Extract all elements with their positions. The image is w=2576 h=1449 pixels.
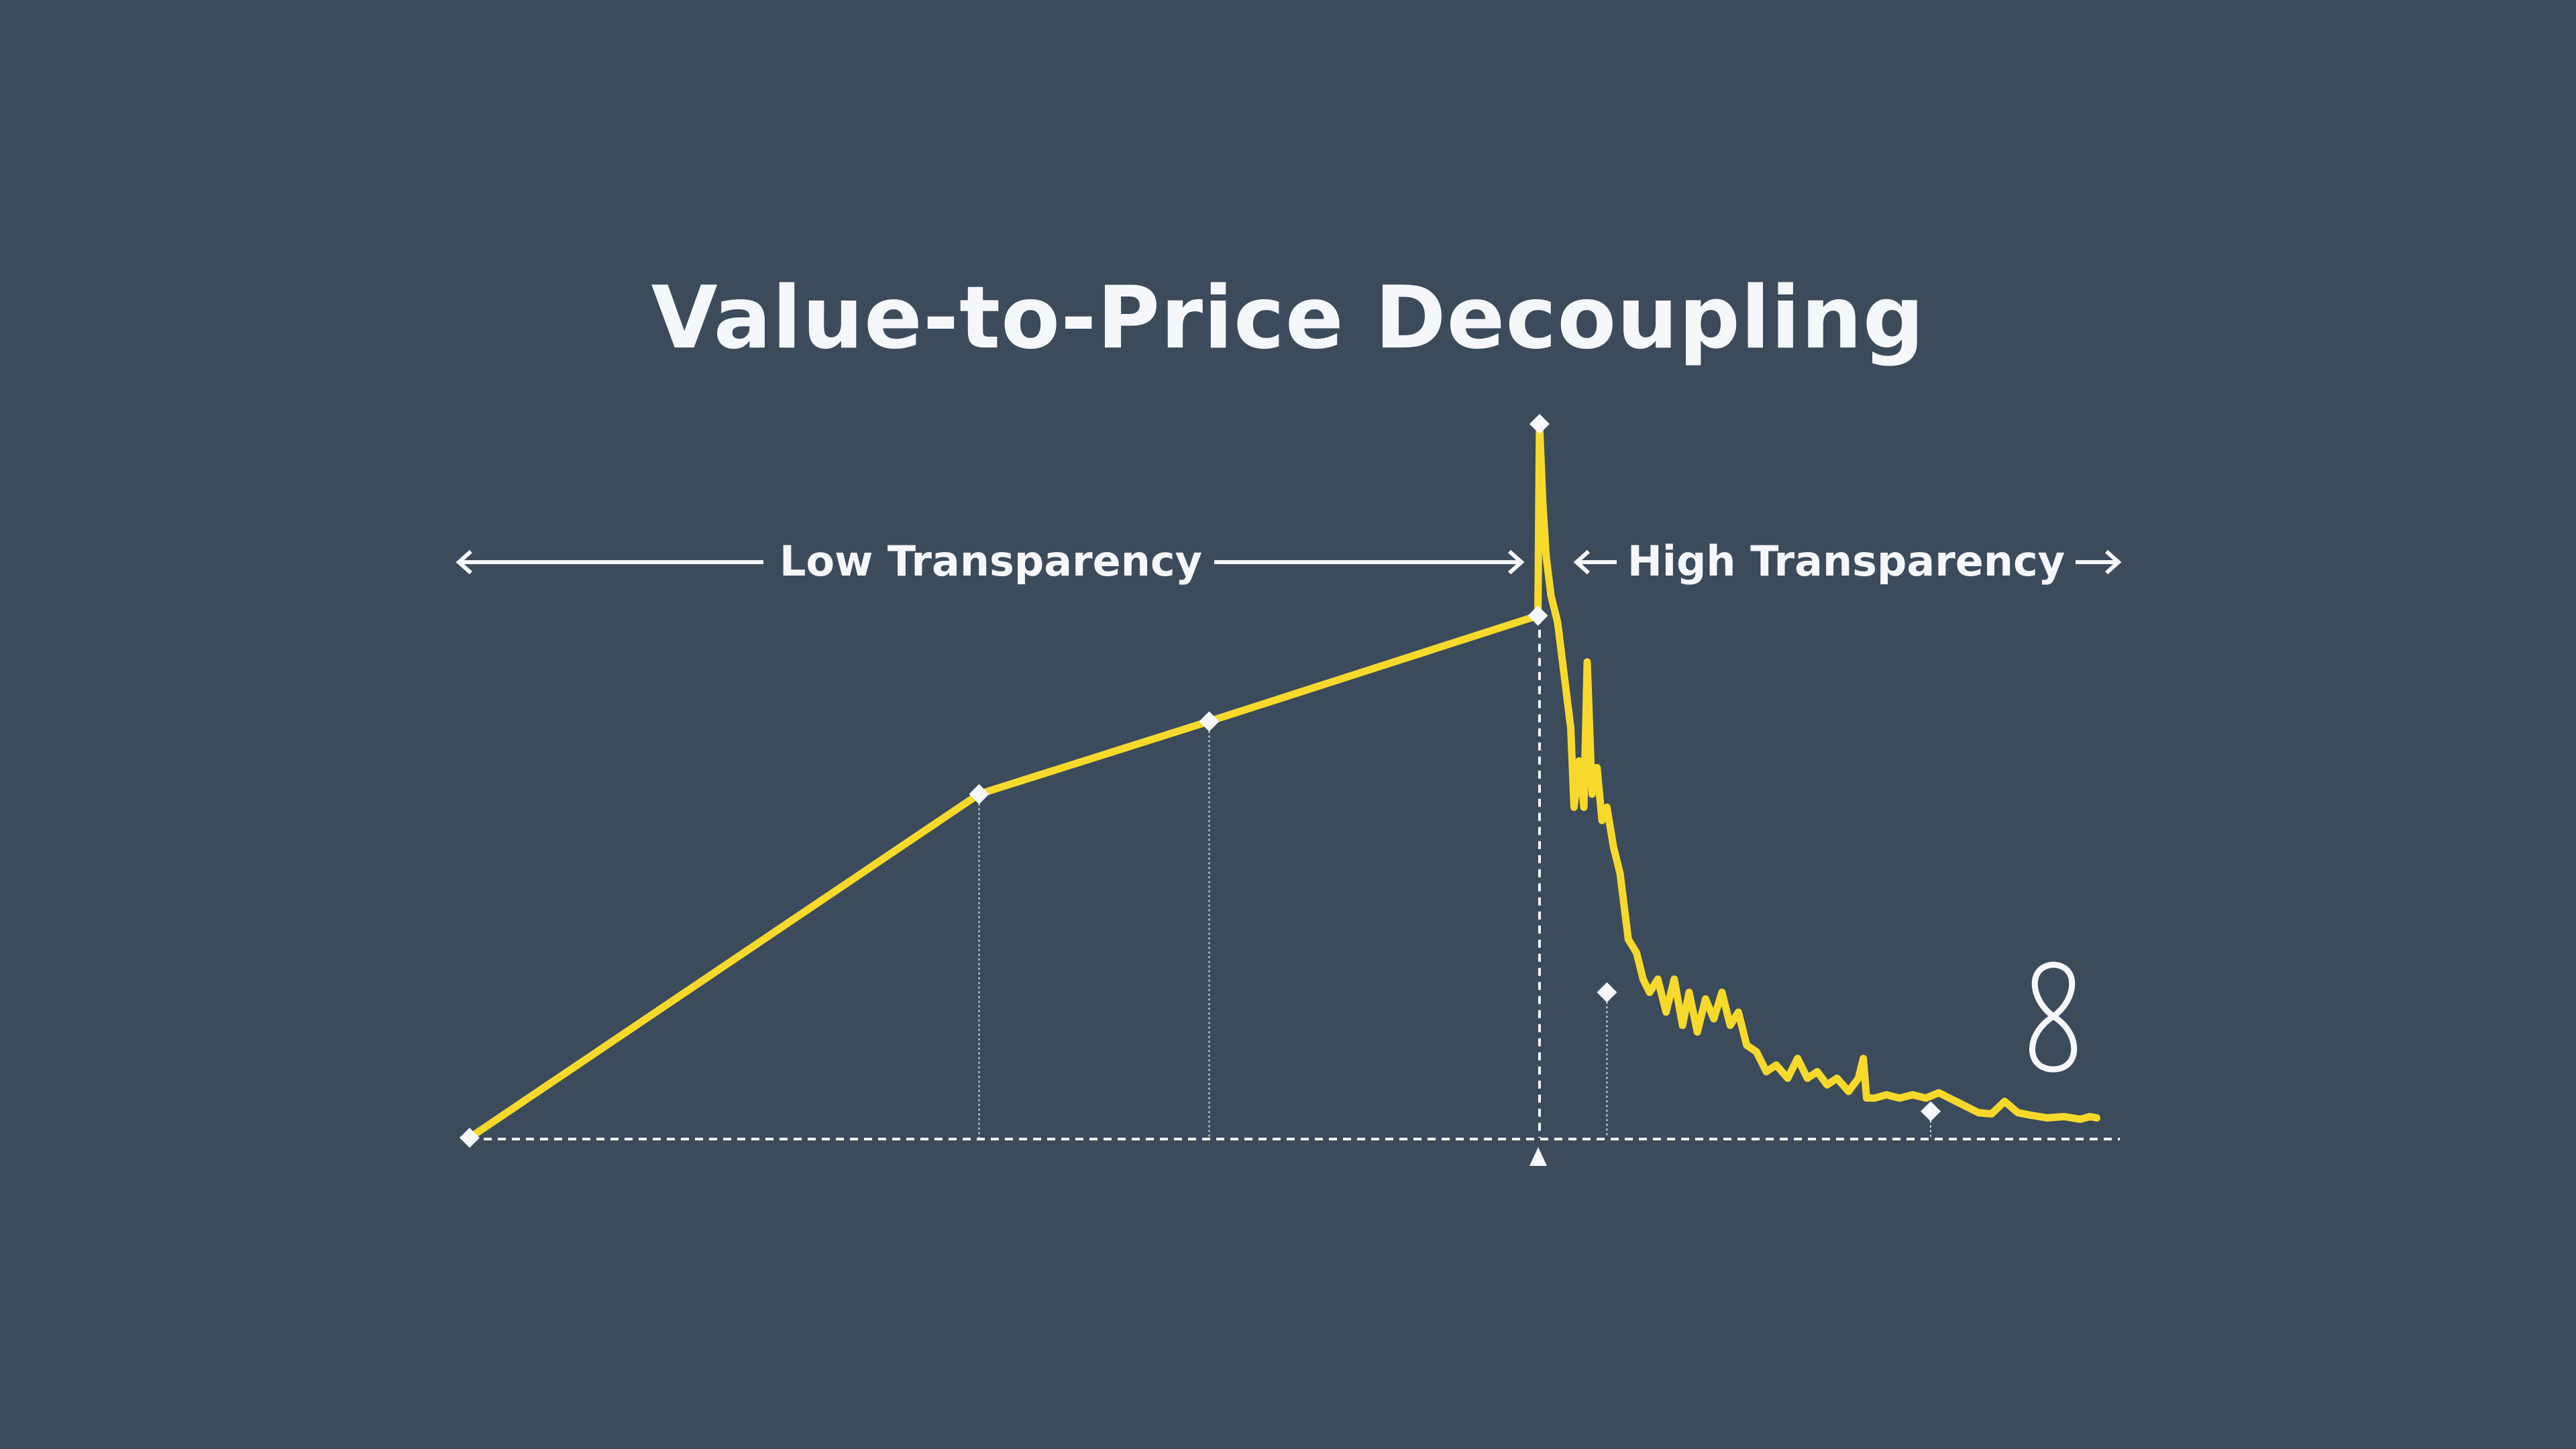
data-point-marker-2 <box>1199 711 1220 732</box>
low-transparency-label: Low Transparency <box>780 537 1202 586</box>
data-point-marker-1 <box>969 784 989 804</box>
low-transparency-bracket: Low Transparency <box>455 537 1525 586</box>
data-point-marker-4 <box>1529 414 1550 434</box>
right-arrowhead-icon <box>1508 549 1525 575</box>
left-arrowhead-icon <box>1573 549 1590 575</box>
series-line-0 <box>466 420 2100 1142</box>
data-point-marker-3 <box>1527 605 1548 626</box>
data-point-marker-6 <box>1921 1101 1941 1122</box>
high-transparency-label: High Transparency <box>1627 537 2065 586</box>
figure-eight-logo-icon <box>2029 961 2078 1073</box>
event-marker-triangle-icon <box>1529 1147 1547 1166</box>
data-point-marker-0 <box>460 1128 480 1148</box>
chart-title: Value-to-Price Decoupling <box>651 268 1925 368</box>
left-arrowhead-icon <box>455 549 472 575</box>
guide-lines <box>978 615 1932 1138</box>
right-arrowhead-icon <box>2105 549 2122 575</box>
data-markers <box>460 414 1941 1148</box>
data-point-marker-5 <box>1597 982 1617 1003</box>
high-transparency-bracket: High Transparency <box>1573 537 2122 586</box>
series-line-layer <box>466 420 2100 1142</box>
